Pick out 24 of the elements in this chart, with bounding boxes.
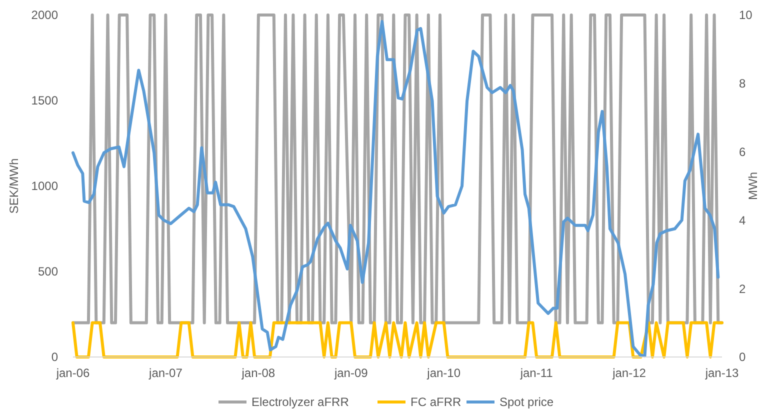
x-tick-label: jan-08 (240, 366, 276, 380)
legend-label: FC aFRR (410, 395, 462, 410)
y2-tick-label: 2 (739, 282, 746, 296)
legend-label: Electrolyzer aFRR (252, 395, 350, 410)
y-tick-label: 500 (38, 264, 58, 279)
y-tick-label: 1000 (31, 179, 58, 194)
x-tick-label: jan-09 (333, 366, 368, 380)
y2-tick-label: 8 (739, 76, 746, 91)
x-tick-label: jan-13 (704, 366, 740, 380)
y2-tick-label: 0 (739, 350, 746, 364)
y-axis-title: SEK/MWh (7, 158, 21, 214)
x-tick-label: jan-10 (426, 366, 461, 380)
x-tick-label: jan-12 (612, 366, 646, 380)
y-tick-label: 0 (51, 350, 58, 364)
x-tick-label: jan-11 (519, 366, 554, 380)
x-tick-label: jan-07 (148, 366, 183, 380)
y2-tick-label: 6 (739, 145, 746, 159)
legend-label: Spot price (500, 395, 554, 410)
y-tick-label: 2000 (31, 8, 58, 22)
y2-tick-label: 10 (739, 8, 753, 22)
x-tick-label: jan-06 (55, 366, 90, 380)
y2-tick-label: 4 (739, 213, 746, 228)
y2-axis-title: MWh (746, 172, 760, 200)
y-tick-label: 1500 (31, 94, 58, 108)
